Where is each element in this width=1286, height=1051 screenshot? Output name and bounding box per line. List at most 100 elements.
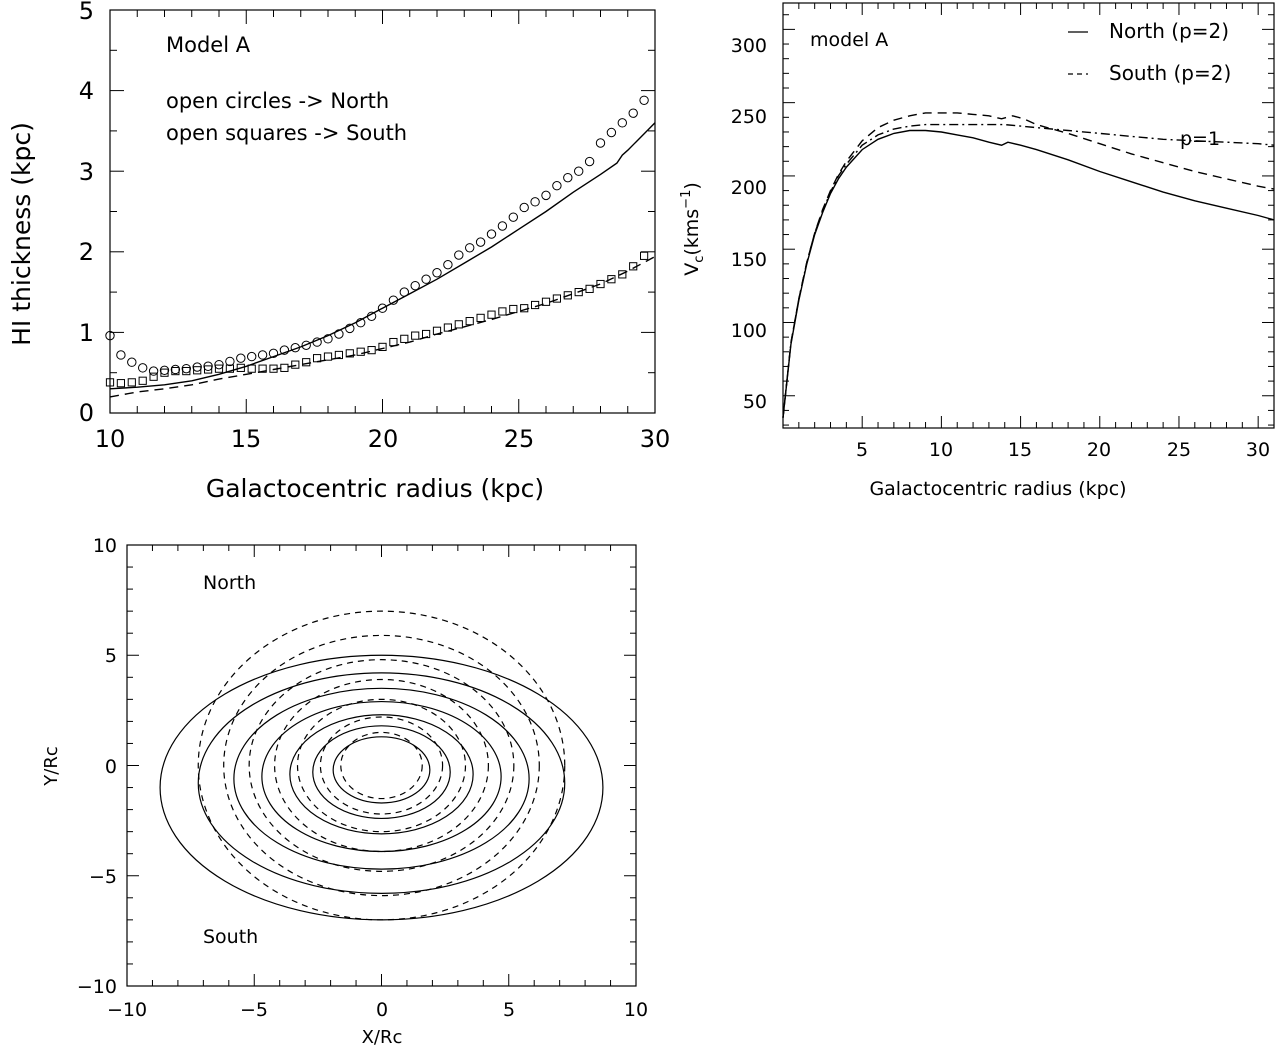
legend-label-south: South (p=2) — [1109, 61, 1231, 85]
y-tick-label: 300 — [731, 35, 767, 57]
north-circle-point — [214, 359, 224, 370]
south-square-point — [160, 368, 169, 377]
annotation-circles: open circles -> North — [166, 89, 389, 113]
north-circle-point — [301, 340, 311, 350]
south-square-point — [105, 378, 115, 387]
x-tick-label: 5 — [856, 439, 868, 461]
south-square-point — [389, 337, 398, 347]
south-square-point — [552, 294, 561, 303]
annotation-north: North — [203, 572, 256, 594]
north-circle-point — [421, 274, 431, 284]
north-circle-point — [181, 363, 192, 374]
north-circle-point — [410, 280, 420, 291]
y-tick-label: 4 — [79, 77, 94, 105]
south-p2-line — [782, 112, 1275, 418]
north-circle-point — [170, 364, 181, 375]
x-tick-label: 10 — [929, 439, 953, 461]
north-circle-point — [377, 303, 388, 313]
south-square-point — [182, 366, 191, 376]
annotation-south: South — [203, 926, 258, 948]
dashed-contour — [223, 634, 540, 897]
solid-contour — [312, 725, 451, 820]
south-square-point — [509, 304, 518, 314]
y-tick-label: 0 — [105, 756, 117, 778]
south-square-point — [323, 352, 333, 361]
north-circle-point — [268, 348, 279, 359]
x-tick-label: 30 — [1246, 439, 1270, 461]
south-square-point — [411, 331, 420, 340]
south-square-point — [443, 323, 452, 332]
north-circle-point — [279, 345, 290, 355]
plot-frame — [109, 9, 656, 414]
north-circle-point — [225, 356, 235, 367]
y-axis-label-sup: −1 — [679, 190, 694, 209]
south-square-point — [236, 363, 245, 372]
south-square-point — [302, 358, 311, 367]
x-tick-label: 20 — [1087, 439, 1111, 461]
north-circle-point — [606, 127, 617, 138]
north-circle-point — [639, 95, 649, 105]
south-square-point — [640, 251, 649, 260]
dashed-contour — [319, 716, 444, 815]
data-marks — [105, 95, 656, 398]
north-circle-point — [628, 108, 638, 118]
dashed-contour — [274, 678, 489, 853]
x-axis-label: Galactocentric radius (kpc) — [869, 478, 1126, 500]
x-tick-label: 30 — [640, 425, 671, 453]
y-tick-label: 1 — [79, 319, 94, 347]
x-tick-label: 5 — [503, 999, 515, 1021]
y-axis-label: Vc(kms−1) — [679, 182, 707, 276]
north-circle-point — [519, 202, 529, 213]
axis-ticks — [126, 544, 637, 987]
annotation-model: model A — [810, 29, 888, 51]
north-circle-point — [475, 237, 486, 247]
dashed-contour — [340, 731, 423, 800]
x-axis-label: Galactocentric radius (kpc) — [206, 474, 544, 503]
north-circle-point — [203, 361, 213, 371]
dashed-contour — [248, 659, 515, 872]
solid-contour — [233, 687, 530, 870]
north-circle-point — [595, 138, 606, 148]
north-circle-point — [148, 366, 159, 376]
north-circle-point — [530, 197, 540, 207]
north-circle-point — [323, 334, 333, 344]
south-square-point — [476, 313, 485, 322]
data-marks — [782, 112, 1275, 418]
south-square-point — [585, 284, 594, 293]
north-circle-point — [584, 156, 595, 167]
north-circle-point — [192, 362, 202, 372]
south-square-point — [574, 288, 583, 297]
y-axis-label: Y/Rc — [41, 746, 62, 786]
south-square-point — [596, 279, 605, 289]
y-tick-label: 3 — [79, 158, 94, 186]
south-square-point — [454, 320, 463, 329]
south-square-point — [171, 366, 180, 376]
south-square-point — [367, 346, 376, 355]
south-square-point — [225, 364, 235, 373]
north-circle-point — [486, 229, 497, 239]
north-circle-point — [432, 268, 442, 278]
south-model-line — [109, 255, 656, 398]
y-tick-label: 10 — [93, 535, 117, 557]
annotation-p1: p=1 — [1180, 128, 1220, 150]
y-tick-label: 150 — [731, 249, 767, 271]
y-tick-label: 250 — [731, 106, 767, 128]
south-square-point — [487, 310, 496, 319]
north-circle-point — [236, 353, 246, 363]
south-square-point — [400, 334, 409, 343]
south-square-point — [214, 364, 224, 373]
axis-ticks — [782, 3, 1275, 428]
x-tick-label: 0 — [376, 999, 388, 1021]
south-square-point — [345, 349, 354, 358]
x-tick-label: 10 — [95, 425, 126, 453]
north-circle-point — [443, 259, 453, 270]
south-square-point — [193, 366, 202, 375]
south-square-point — [258, 364, 267, 373]
north-circle-point — [552, 181, 562, 191]
north-circle-point — [617, 118, 627, 128]
p1-line — [782, 123, 1275, 418]
north-circle-point — [138, 363, 148, 373]
south-square-point — [149, 372, 158, 381]
south-square-point — [247, 364, 256, 373]
